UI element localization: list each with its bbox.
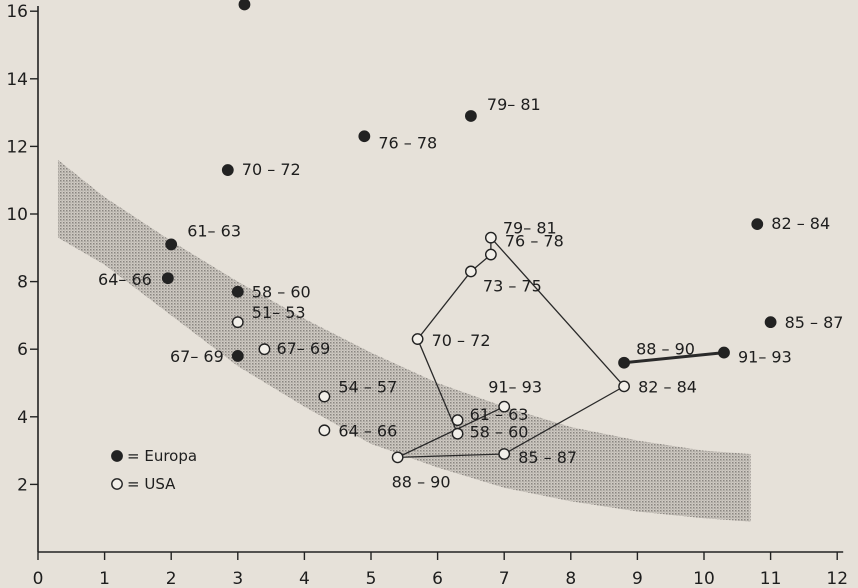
x-tick-label: 9 (632, 569, 643, 588)
y-tick-label: 4 (17, 408, 28, 428)
y-tick-label: 12 (6, 137, 28, 157)
x-tick-label: 7 (499, 569, 510, 588)
x-tick-label: 12 (826, 569, 848, 588)
legend-europa-label: = Europa (127, 447, 197, 465)
usa-point (451, 414, 464, 427)
usa-point (411, 333, 424, 345)
y-tick-label: 8 (17, 273, 28, 293)
usa-point (318, 424, 331, 437)
usa-point-label: 54 – 57 (338, 378, 397, 397)
europa-point-label: 64– 66 (98, 270, 152, 289)
europa-point-label: 70 – 72 (242, 160, 301, 179)
usa-point-label: 79– 81 (503, 219, 557, 238)
europa-point-label: 85 – 87 (785, 313, 844, 332)
europa-point-label: 88 – 90 (636, 340, 695, 359)
usa-point-label: 91– 93 (488, 378, 542, 397)
europa-point (165, 238, 178, 251)
usa-point-label: 88 – 90 (392, 472, 451, 491)
legend-europa-marker (111, 450, 123, 462)
europa-point-label: 73 – 75 (256, 0, 315, 1)
europa-point-label: 58 – 60 (252, 283, 311, 302)
series-line-europa-last (623, 351, 725, 365)
usa-point-label: 61 – 63 (470, 405, 529, 424)
usa-point (464, 265, 477, 278)
europa-point (161, 272, 174, 285)
europa-point-label: 82 – 84 (771, 214, 830, 233)
x-tick-label: 8 (565, 569, 576, 588)
europa-point-label: 76 – 78 (378, 133, 437, 152)
usa-point (484, 248, 497, 261)
usa-point-label: 67– 69 (276, 339, 330, 358)
usa-point-label: 51– 53 (252, 303, 306, 322)
shaded-band (57, 159, 751, 522)
x-tick-label: 2 (166, 569, 177, 588)
x-tick-label: 4 (299, 569, 310, 588)
europa-point-label: 61– 63 (187, 221, 241, 240)
usa-point (498, 400, 511, 413)
x-tick-label: 6 (432, 569, 443, 588)
europa-point (221, 164, 234, 176)
europa-point (718, 346, 730, 359)
band-layer (57, 159, 751, 522)
x-tick-label: 5 (366, 569, 377, 588)
europa-point (238, 0, 251, 11)
europa-point (464, 110, 477, 122)
y-tick-label: 6 (17, 340, 28, 360)
usa-point-label: 76 – 78 (505, 232, 564, 251)
europa-point (358, 130, 371, 143)
usa-point (258, 343, 271, 356)
europa-point (231, 285, 244, 298)
legend-usa-label: = USA (127, 475, 176, 493)
usa-point (318, 390, 331, 403)
europa-point (751, 218, 764, 231)
labels-layer: 61– 63 64– 66 58 – 60 67– 69 70 – 72 73 – 75 7… (98, 0, 843, 491)
y-tick-label: 10 (6, 205, 28, 225)
usa-point-label: 82 – 84 (638, 377, 697, 396)
usa-point (231, 316, 244, 329)
europa-point-label: 67– 69 (170, 347, 224, 366)
europa-point-label: 79– 81 (487, 95, 541, 114)
usa-point (498, 448, 511, 460)
usa-point (391, 451, 404, 464)
x-tick-label: 3 (232, 569, 243, 588)
usa-point (618, 380, 630, 393)
x-tick-label: 0 (33, 569, 44, 588)
y-tick-label: 2 (17, 475, 28, 495)
x-tick-label: 10 (693, 569, 715, 588)
usa-point (484, 231, 497, 244)
y-tick-label: 16 (6, 2, 28, 22)
europa-point (231, 350, 244, 362)
usa-point-label: 85 – 87 (518, 448, 577, 467)
y-tick-label: 14 (6, 70, 28, 90)
x-tick-label: 1 (99, 569, 110, 588)
usa-point (451, 427, 464, 440)
usa-point-label: 73 – 75 (483, 276, 542, 295)
x-tick-label: 11 (760, 569, 782, 588)
legend: = Europa = USA (111, 447, 197, 493)
usa-point-label: 64 – 66 (338, 421, 397, 440)
points-layer (161, 0, 777, 464)
usa-point-label: 70 – 72 (432, 331, 491, 350)
europa-point-label: 91– 93 (738, 348, 792, 367)
usa-point-label: 58 – 60 (470, 423, 529, 442)
europa-point (764, 316, 777, 329)
europa-point (618, 356, 630, 369)
legend-usa-marker (111, 478, 123, 490)
